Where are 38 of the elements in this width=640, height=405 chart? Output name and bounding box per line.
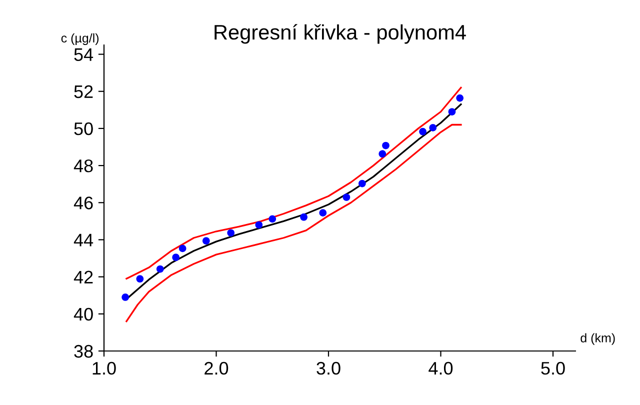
point — [448, 108, 456, 116]
point — [419, 128, 426, 136]
point — [156, 265, 164, 273]
y-tick-label: 50 — [74, 122, 93, 136]
y-tick-label: 40 — [74, 308, 93, 321]
line-series — [126, 124, 462, 322]
y-tick-label: 46 — [74, 196, 93, 210]
y-tick-label: 52 — [74, 85, 93, 98]
y-axis-title: c (µg/l) — [61, 33, 99, 45]
point — [456, 94, 464, 102]
point — [122, 294, 129, 301]
point — [382, 142, 390, 150]
point — [300, 213, 308, 221]
y-tick-label: 54 — [74, 48, 94, 61]
x-tick-label: 3.0 — [316, 362, 340, 375]
x-tick-label: 4.0 — [428, 362, 453, 375]
point — [178, 244, 186, 252]
point — [319, 209, 327, 217]
y-tick-label: 44 — [74, 234, 94, 246]
point — [378, 150, 386, 158]
y-tick-label: 42 — [74, 270, 93, 284]
point — [227, 229, 235, 237]
point — [358, 180, 366, 188]
point — [429, 124, 437, 132]
line-series — [126, 86, 462, 280]
point — [202, 237, 210, 245]
x-tick-label: 2.0 — [204, 362, 228, 375]
y-tick-label: 48 — [74, 159, 93, 172]
point — [342, 194, 350, 201]
point — [255, 221, 263, 229]
point — [136, 275, 144, 283]
point — [172, 254, 180, 262]
x-tick-label: 1.0 — [92, 362, 116, 375]
x-tick-label: 5.0 — [541, 362, 565, 375]
y-tick-label: 38 — [74, 344, 93, 358]
chart-title: Regresní křivka - polynom4 — [214, 24, 466, 44]
point — [268, 215, 276, 223]
x-axis-title: d (km) — [580, 333, 615, 345]
